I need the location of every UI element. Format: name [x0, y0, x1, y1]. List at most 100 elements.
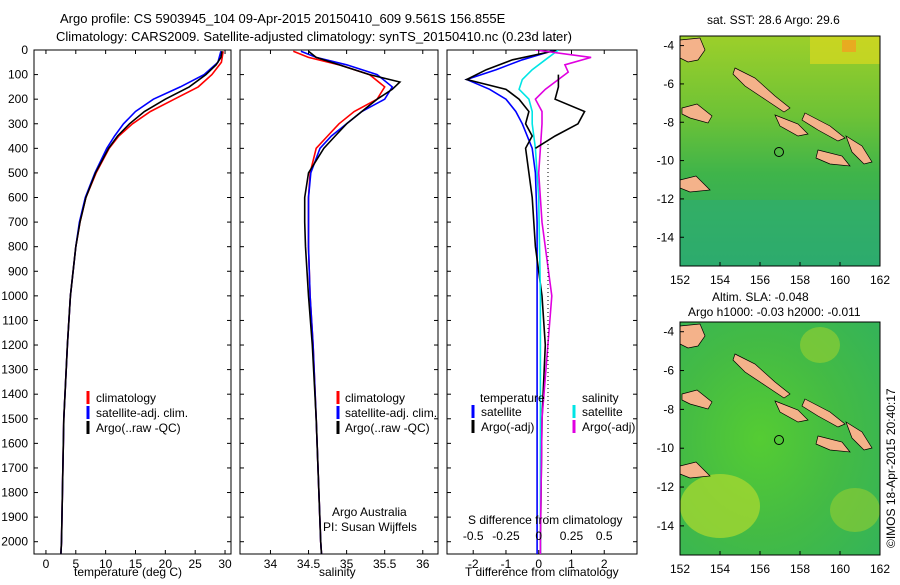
- depth-tick-label: 900: [8, 264, 28, 278]
- sst-map-frame: [679, 35, 881, 267]
- lat-tick-label: -14: [657, 230, 675, 244]
- salinity-profile-lines: [292, 50, 402, 554]
- t-difference-axis-label: T difference from climatology: [465, 565, 619, 579]
- lon-tick-label: 154: [710, 562, 730, 576]
- depth-tick-label: 1000: [1, 289, 28, 303]
- depth-tick-label: 1800: [1, 486, 28, 500]
- s-difference-axis-label: S difference from climatology: [468, 513, 623, 527]
- x-tick-label: 34: [264, 557, 278, 571]
- series-line-climatology: [60, 51, 224, 554]
- island-choiseul: [774, 114, 809, 137]
- lat-tick-label: -10: [657, 441, 675, 455]
- depth-tick-label: 1700: [1, 461, 28, 475]
- x-tick-label: 34.5: [297, 557, 321, 571]
- x-tick-label: -2: [468, 557, 479, 571]
- x-tick-label: 25: [189, 557, 203, 571]
- depth-tick-label: 2000: [1, 535, 28, 549]
- legend-t-satellite-label: satellite: [481, 405, 522, 419]
- argo-location-marker: [774, 147, 784, 157]
- series-line-climatology: [292, 50, 386, 554]
- map-axis-ticks: 152 154 156 158 160 162 -4 -6 -8 -10 -12 -14 152 154 1…: [657, 39, 891, 576]
- lon-tick-label: 160: [830, 562, 850, 576]
- sla-map-frame: [679, 321, 881, 556]
- sla-map: [679, 321, 881, 556]
- sst-map: [679, 35, 881, 267]
- sla-map-title: Altim. SLA: -0.048: [712, 290, 809, 304]
- lon-tick-label: 158: [790, 273, 810, 287]
- s-difference-tick-label: -0.5: [463, 529, 484, 543]
- series-line-argo-raw-qc-: [303, 50, 402, 554]
- legend-satellite-label: satellite-adj. clim.: [96, 406, 188, 420]
- salinity-panel: [239, 49, 439, 555]
- credit-org: Argo Australia: [332, 505, 407, 519]
- island-bougainville: [732, 353, 791, 399]
- depth-axis: 0 100 200 300 400 500 600 700 800 900 1000 1100 1200…: [1, 43, 28, 549]
- header-line2: Climatology: CARS2009. Satellite-adjuste…: [56, 29, 572, 44]
- legend-argo-label: Argo(..raw -QC): [345, 421, 430, 435]
- lat-tick-label: -8: [663, 402, 674, 416]
- depth-tick-label: 100: [8, 68, 28, 82]
- lon-tick-label: 152: [670, 273, 690, 287]
- temperature-axis-label: temperature (deg C): [74, 565, 182, 579]
- depth-tick-label: 600: [8, 191, 28, 205]
- depth-tick-label: 1300: [1, 363, 28, 377]
- x-tick-label: 0: [43, 557, 50, 571]
- imos-credit: ©IMOS 18-Apr-2015 20:40:17: [884, 388, 898, 548]
- legend-temperature-heading: temperature: [480, 391, 545, 405]
- depth-tick-label: 700: [8, 215, 28, 229]
- depth-tick-label: 1600: [1, 436, 28, 450]
- series-line-temperature-argo-adj-: [464, 50, 559, 554]
- s-difference-tick-label: -0.25: [492, 529, 520, 543]
- x-tick-label: 35: [340, 557, 354, 571]
- lon-tick-label: 160: [830, 273, 850, 287]
- x-tick-label: 20: [159, 557, 173, 571]
- island-santa-isabel: [801, 398, 846, 428]
- series-line-satellite-adj-clim-: [60, 50, 222, 554]
- island-bougainville: [732, 67, 791, 113]
- depth-tick-label: 400: [8, 141, 28, 155]
- s-difference-tick-labels: -0.5 -0.25 0 0.25 0.5: [463, 529, 613, 543]
- difference-panel: [446, 49, 638, 555]
- difference-profile-lines: [464, 50, 592, 554]
- temperature-panel: [33, 49, 232, 555]
- island-malaita: [845, 135, 873, 165]
- island-new-britain: [681, 389, 713, 410]
- x-tick-label: 30: [218, 557, 232, 571]
- s-difference-tick-label: 0.5: [596, 529, 613, 543]
- lon-tick-label: 162: [870, 562, 890, 576]
- depth-tick-label: 300: [8, 117, 28, 131]
- argo-location-marker: [774, 435, 784, 445]
- lat-tick-label: -6: [663, 77, 674, 91]
- series-line-argo-adj-t-black: [534, 74, 586, 149]
- lat-tick-label: -14: [657, 519, 675, 533]
- depth-tick-label: 1400: [1, 387, 28, 401]
- series-line-salinity-satellite: [518, 50, 559, 554]
- series-line-temperature-satellite: [464, 50, 556, 554]
- s-difference-tick-label: 0.25: [560, 529, 584, 543]
- depth-tick-label: 1900: [1, 510, 28, 524]
- legend-argo-label: Argo(..raw -QC): [96, 421, 181, 435]
- header-line1: Argo profile: CS 5903945_104 09-Apr-2015…: [60, 11, 506, 26]
- lat-tick-label: -8: [663, 115, 674, 129]
- salinity-axis-label: salinity: [319, 565, 356, 579]
- x-tick-label: 0: [535, 557, 542, 571]
- s-difference-tick-label: 0: [535, 529, 542, 543]
- sla-map-subtitle: Argo h1000: -0.03 h2000: -0.011: [688, 305, 861, 319]
- legend-s-satellite-label: satellite: [582, 405, 623, 419]
- depth-tick-label: 1500: [1, 412, 28, 426]
- legend-satellite-label: satellite-adj. clim.: [345, 406, 437, 420]
- island-new-britain: [681, 103, 713, 124]
- depth-tick-label: 800: [8, 240, 28, 254]
- lat-tick-label: -4: [663, 325, 674, 339]
- temperature-profile-lines: [60, 50, 224, 554]
- sst-map-title: sat. SST: 28.6 Argo: 29.6: [707, 13, 840, 27]
- lon-tick-label: 156: [750, 273, 770, 287]
- lon-tick-label: 158: [790, 562, 810, 576]
- x-tick-label: 36: [416, 557, 430, 571]
- lon-tick-label: 162: [870, 273, 890, 287]
- series-line-satellite-adj-clim-: [300, 50, 394, 554]
- legend-t-argo-label: Argo(-adj): [481, 420, 534, 434]
- x-tick-label: 35.5: [373, 557, 397, 571]
- temperature-legend: climatology satellite-adj. clim. Argo(..…: [86, 391, 188, 435]
